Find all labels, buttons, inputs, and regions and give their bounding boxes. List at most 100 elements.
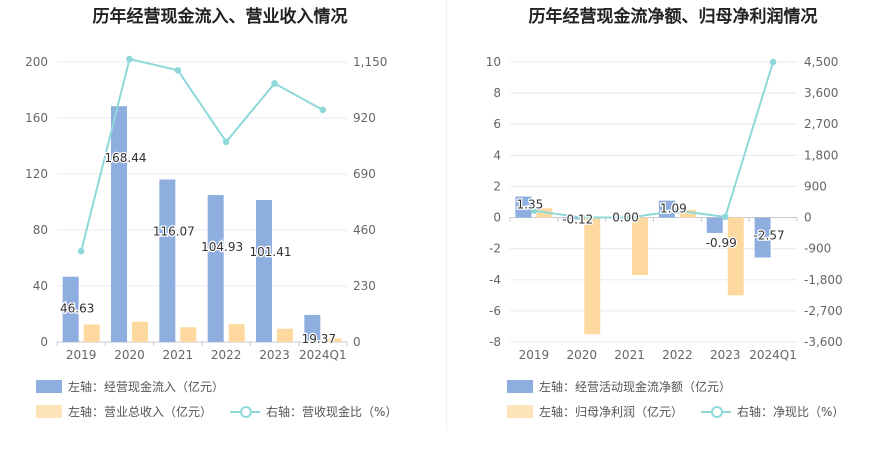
legend-line-icon (230, 405, 261, 418)
bar-data-label: 46.63 (60, 302, 94, 316)
line-point (674, 207, 681, 214)
legend-left-row2: 左轴：营业总收入（亿元） 右轴：营收现金比（%） (36, 403, 415, 420)
line-point (626, 214, 633, 221)
panel-divider (446, 0, 447, 430)
y-left-tick-label: 4 (493, 148, 501, 162)
y-right-tick-label: 0 (804, 211, 812, 225)
y-left-tick-label: 120 (25, 167, 48, 181)
legend-right-row1: 左轴：经营活动现金流净额（亿元） (507, 378, 749, 395)
y-left-tick-label: -8 (489, 335, 501, 349)
bar-series2 (679, 209, 696, 218)
legend-label: 右轴：营收现金比（%） (266, 405, 398, 419)
legend-swatch-blue (36, 380, 62, 393)
y-left-tick-label: 2 (493, 179, 501, 193)
legend-item-netprofit[interactable]: 左轴：归母净利润（亿元） (507, 403, 683, 420)
bar-data-label: -0.99 (706, 236, 737, 250)
y-left-tick-label: 40 (33, 279, 48, 293)
bar-series1 (207, 195, 224, 342)
line-point (222, 138, 230, 146)
x-tick-label: 2019 (519, 348, 550, 362)
legend-item-netcash[interactable]: 左轴：经营活动现金流净额（亿元） (507, 378, 731, 395)
line-series (533, 61, 775, 219)
y-left-tick-label: 8 (493, 86, 501, 100)
bar-data-label: -0.12 (562, 213, 593, 227)
y-right-tick-label: 0 (353, 335, 361, 349)
y-right-tick-label: 900 (804, 179, 827, 193)
bar-series2 (727, 217, 744, 296)
y-right-tick-label: 3,600 (804, 86, 838, 100)
y-right-tick-label: -3,600 (804, 335, 843, 349)
legend-item-inflow[interactable]: 左轴：经营现金流入（亿元） (36, 378, 224, 395)
chart-title-right: 历年经营现金流净额、归母净利润情况 (528, 7, 818, 27)
line-point (271, 80, 278, 87)
y-left-tick-label: 0 (40, 335, 48, 349)
y-left-tick-label: -4 (489, 273, 501, 287)
line-point (578, 214, 586, 221)
y-left-tick-label: -2 (489, 242, 501, 256)
bar-series1 (706, 217, 723, 233)
x-tick-label: 2023 (259, 348, 290, 362)
line-series (80, 57, 324, 252)
legend-label: 左轴：归母净利润（亿元） (539, 405, 684, 419)
chart-title-left: 历年经营现金流入、营业收入情况 (92, 7, 348, 27)
legend-item-revenue[interactable]: 左轴：营业总收入（亿元） (36, 403, 212, 420)
y-left-tick-label: 6 (493, 117, 501, 131)
bar-data-label: 19.37 (302, 332, 336, 346)
legend-label: 左轴：经营现金流入（亿元） (68, 380, 225, 394)
y-right-tick-label: -1,800 (804, 273, 843, 287)
legend-label: 左轴：经营活动现金流净额（亿元） (539, 380, 732, 394)
line-point (319, 106, 327, 114)
bar-series2 (277, 328, 293, 342)
y-left-tick-label: 80 (33, 223, 48, 237)
bar-series2 (228, 324, 245, 342)
bar-data-label: 1.09 (660, 202, 687, 216)
legend-swatch-orange (507, 405, 533, 418)
legend-item-netratio[interactable]: 右轴：净现比（%） (701, 403, 844, 420)
x-tick-label: 2022 (211, 348, 242, 362)
legend-swatch-blue (507, 380, 533, 393)
legend-line-icon (701, 405, 732, 418)
line-point (530, 207, 538, 214)
bar-series2 (632, 217, 649, 276)
line-point (126, 55, 133, 63)
line-point (721, 213, 729, 221)
bar-series2 (584, 217, 601, 335)
bar-data-label: -2.57 (754, 229, 785, 243)
legend-item-ratio[interactable]: 右轴：营收现金比（%） (230, 403, 397, 420)
bar-series2 (180, 327, 197, 342)
bar-series1 (62, 276, 79, 342)
bar-series1 (754, 217, 771, 258)
x-tick-label: 2021 (614, 348, 645, 362)
legend-swatch-orange (36, 405, 62, 418)
bar-series1 (256, 200, 272, 342)
bar-series1 (563, 217, 580, 220)
y-left-tick-label: 160 (25, 111, 48, 125)
y-right-tick-label: 4,500 (804, 55, 838, 69)
legend-right-row2: 左轴：归母净利润（亿元） 右轴：净现比（%） (507, 403, 862, 420)
bar-series1 (159, 179, 176, 342)
bar-data-label: 168.44 (105, 151, 147, 165)
bar-series1 (111, 106, 127, 343)
x-tick-label: 2023 (710, 348, 741, 362)
bar-data-label: 0.00 (612, 211, 639, 225)
y-right-tick-label: 1,150 (353, 55, 387, 69)
x-tick-label: 2024Q1 (299, 348, 347, 362)
y-left-tick-label: 0 (493, 211, 501, 225)
line-point (77, 247, 85, 255)
y-right-tick-label: 920 (353, 111, 376, 125)
legend-label: 左轴：营业总收入（亿元） (68, 405, 213, 419)
x-tick-label: 2022 (662, 348, 693, 362)
x-tick-label: 2019 (66, 348, 97, 362)
y-right-tick-label: -900 (804, 242, 831, 256)
bar-data-label: 104.93 (201, 240, 243, 254)
legend-left-row1: 左轴：经营现金流入（亿元） (36, 378, 242, 395)
bar-series2 (83, 324, 100, 342)
y-right-tick-label: 460 (353, 223, 376, 237)
line-point (174, 66, 182, 74)
bar-data-label: 101.41 (250, 245, 292, 259)
y-left-tick-label: -6 (489, 304, 501, 318)
bar-data-label: 116.07 (153, 225, 195, 239)
y-left-tick-label: 200 (25, 55, 48, 69)
x-tick-label: 2024Q1 (749, 348, 797, 362)
